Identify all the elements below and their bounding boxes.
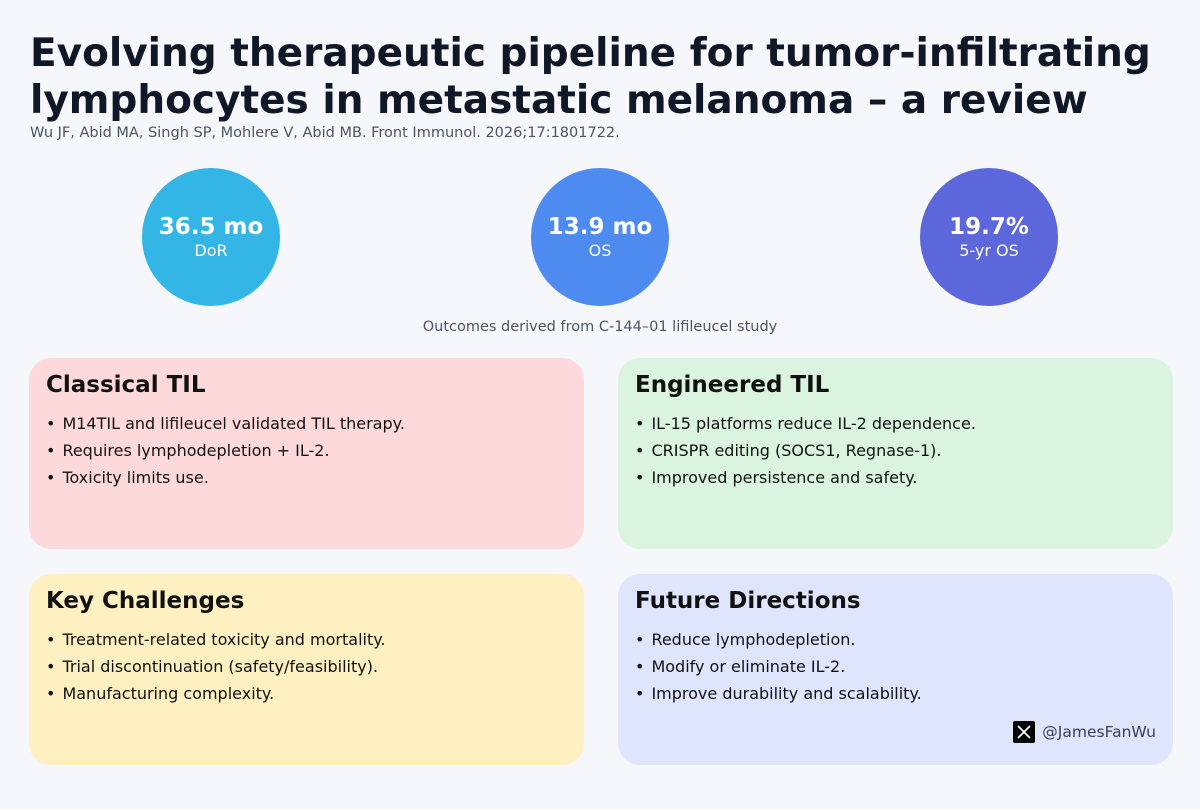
citation: Wu JF, Abid MA, Singh SP, Mohlere V, Abi…: [30, 125, 620, 141]
stat-value: 13.9 mo: [547, 213, 653, 240]
stat-label: DoR: [194, 240, 228, 260]
list-item: Toxicity limits use.: [46, 464, 567, 491]
card-key-challenges: Key Challenges Treatment-related toxicit…: [29, 574, 584, 765]
x-logo-icon: [1013, 721, 1036, 743]
card-bullet-list: Treatment-related toxicity and mortality…: [46, 626, 567, 707]
social-handle[interactable]: @JamesFanWu: [1013, 721, 1156, 743]
card-title: Future Directions: [635, 588, 861, 614]
title-line-2: lymphocytes in metastatic melanoma – a r…: [30, 78, 1088, 123]
title-line-1: Evolving therapeutic pipeline for tumor-…: [30, 31, 1151, 76]
card-title: Classical TIL: [46, 372, 206, 398]
card-bullet-list: Reduce lymphodepletion. Modify or elimin…: [635, 626, 1156, 707]
card-title: Key Challenges: [46, 588, 245, 614]
stats-footnote: Outcomes derived from C-144–01 lifileuce…: [422, 319, 778, 335]
list-item: Improved persistence and safety.: [635, 464, 1156, 491]
list-item: CRISPR editing (SOCS1, Regnase-1).: [635, 437, 1156, 464]
list-item: Improve durability and scalability.: [635, 680, 1156, 707]
list-item: Modify or eliminate IL-2.: [635, 653, 1156, 680]
card-future-directions: Future Directions Reduce lymphodepletion…: [618, 574, 1173, 765]
stat-label: OS: [588, 240, 612, 260]
card-engineered-til: Engineered TIL IL-15 platforms reduce IL…: [618, 358, 1173, 549]
card-title: Engineered TIL: [635, 372, 830, 398]
card-bullet-list: M14TIL and lifileucel validated TIL ther…: [46, 410, 567, 491]
list-item: M14TIL and lifileucel validated TIL ther…: [46, 410, 567, 437]
card-bullet-list: IL-15 platforms reduce IL-2 dependence. …: [635, 410, 1156, 491]
stat-circle-dor: 36.5 mo DoR: [142, 168, 280, 306]
page-title: Evolving therapeutic pipeline for tumor-…: [30, 30, 1180, 124]
list-item: Treatment-related toxicity and mortality…: [46, 626, 567, 653]
list-item: Trial discontinuation (safety/feasibilit…: [46, 653, 567, 680]
list-item: Requires lymphodepletion + IL-2.: [46, 437, 567, 464]
list-item: IL-15 platforms reduce IL-2 dependence.: [635, 410, 1156, 437]
stat-circle-os: 13.9 mo OS: [531, 168, 669, 306]
card-classical-til: Classical TIL M14TIL and lifileucel vali…: [29, 358, 584, 549]
stat-label: 5-yr OS: [959, 240, 1019, 260]
stat-value: 19.7%: [949, 213, 1029, 240]
list-item: Manufacturing complexity.: [46, 680, 567, 707]
stat-value: 36.5 mo: [158, 213, 264, 240]
stat-circle-5yr-os: 19.7% 5-yr OS: [920, 168, 1058, 306]
handle-text: @JamesFanWu: [1042, 723, 1156, 741]
list-item: Reduce lymphodepletion.: [635, 626, 1156, 653]
